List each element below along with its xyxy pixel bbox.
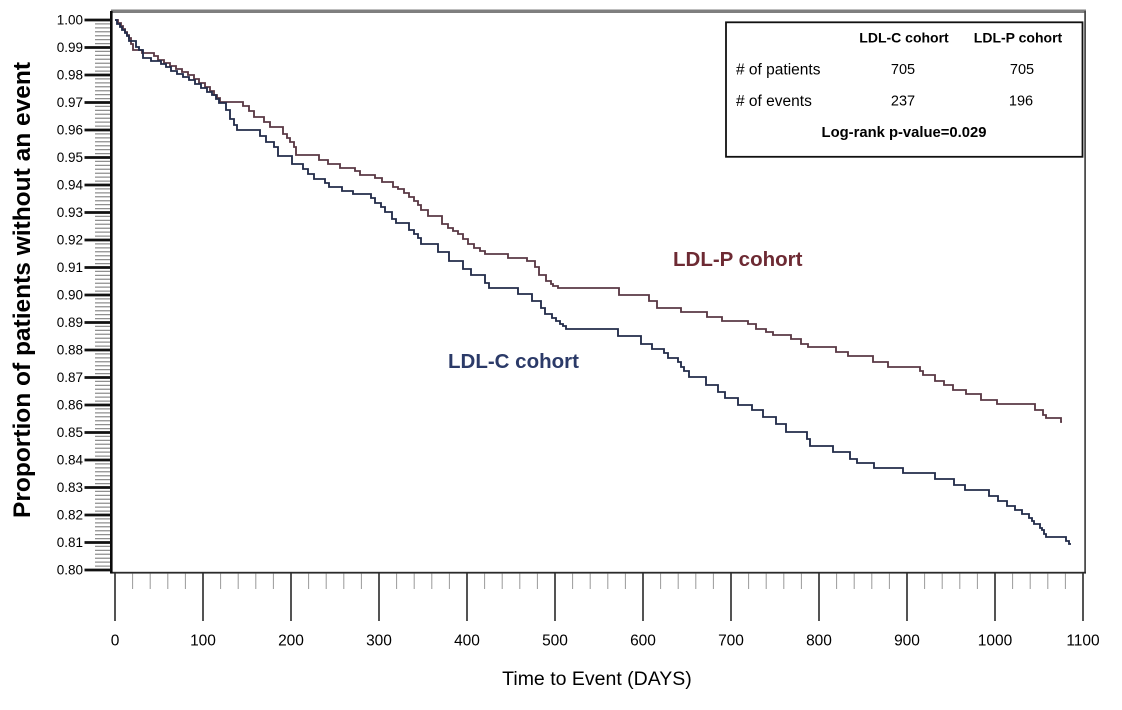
svg-text:1.00: 1.00 <box>57 13 83 28</box>
svg-text:200: 200 <box>278 633 304 650</box>
svg-text:0.91: 0.91 <box>57 260 83 275</box>
svg-text:100: 100 <box>190 633 216 650</box>
svg-text:LDL-P cohort: LDL-P cohort <box>974 30 1063 46</box>
svg-text:800: 800 <box>806 633 832 650</box>
svg-text:700: 700 <box>718 633 744 650</box>
svg-text:0.85: 0.85 <box>57 425 83 440</box>
svg-text:0.95: 0.95 <box>57 150 83 165</box>
svg-text:0.80: 0.80 <box>57 563 83 578</box>
svg-text:0.88: 0.88 <box>57 343 83 358</box>
svg-text:# of events: # of events <box>736 93 812 110</box>
svg-text:0.84: 0.84 <box>57 453 84 468</box>
svg-text:705: 705 <box>891 62 915 78</box>
svg-text:0.87: 0.87 <box>57 370 83 385</box>
svg-text:Log-rank p-value=0.029: Log-rank p-value=0.029 <box>822 125 987 141</box>
svg-text:0.82: 0.82 <box>57 508 83 523</box>
svg-text:0.96: 0.96 <box>57 123 83 138</box>
svg-text:600: 600 <box>630 633 656 650</box>
svg-text:1100: 1100 <box>1066 633 1100 650</box>
svg-text:0.92: 0.92 <box>57 233 83 248</box>
svg-text:1000: 1000 <box>978 633 1013 650</box>
svg-text:500: 500 <box>542 633 568 650</box>
svg-text:LDL-C cohort: LDL-C cohort <box>859 30 949 46</box>
svg-text:0.89: 0.89 <box>57 315 83 330</box>
svg-text:705: 705 <box>1010 62 1034 78</box>
svg-text:300: 300 <box>366 633 392 650</box>
svg-text:0.98: 0.98 <box>57 68 83 83</box>
svg-text:0.99: 0.99 <box>57 40 83 55</box>
svg-text:# of patients: # of patients <box>736 62 821 79</box>
svg-text:0.90: 0.90 <box>57 288 83 303</box>
svg-text:0.83: 0.83 <box>57 480 83 495</box>
svg-text:0.97: 0.97 <box>57 95 83 110</box>
svg-text:LDL-P cohort: LDL-P cohort <box>673 248 803 271</box>
svg-text:0.81: 0.81 <box>57 535 83 550</box>
svg-text:196: 196 <box>1009 94 1033 110</box>
svg-text:0: 0 <box>111 633 120 650</box>
svg-text:0.94: 0.94 <box>57 178 84 193</box>
svg-text:237: 237 <box>891 94 915 110</box>
svg-text:0.86: 0.86 <box>57 398 83 413</box>
svg-text:LDL-C cohort: LDL-C cohort <box>448 350 579 373</box>
svg-text:Proportion of patients without: Proportion of patients without an event <box>9 62 36 518</box>
svg-text:400: 400 <box>454 633 480 650</box>
svg-text:Time to Event (DAYS): Time to Event (DAYS) <box>502 668 692 690</box>
svg-text:900: 900 <box>894 633 920 650</box>
svg-text:0.93: 0.93 <box>57 205 83 220</box>
